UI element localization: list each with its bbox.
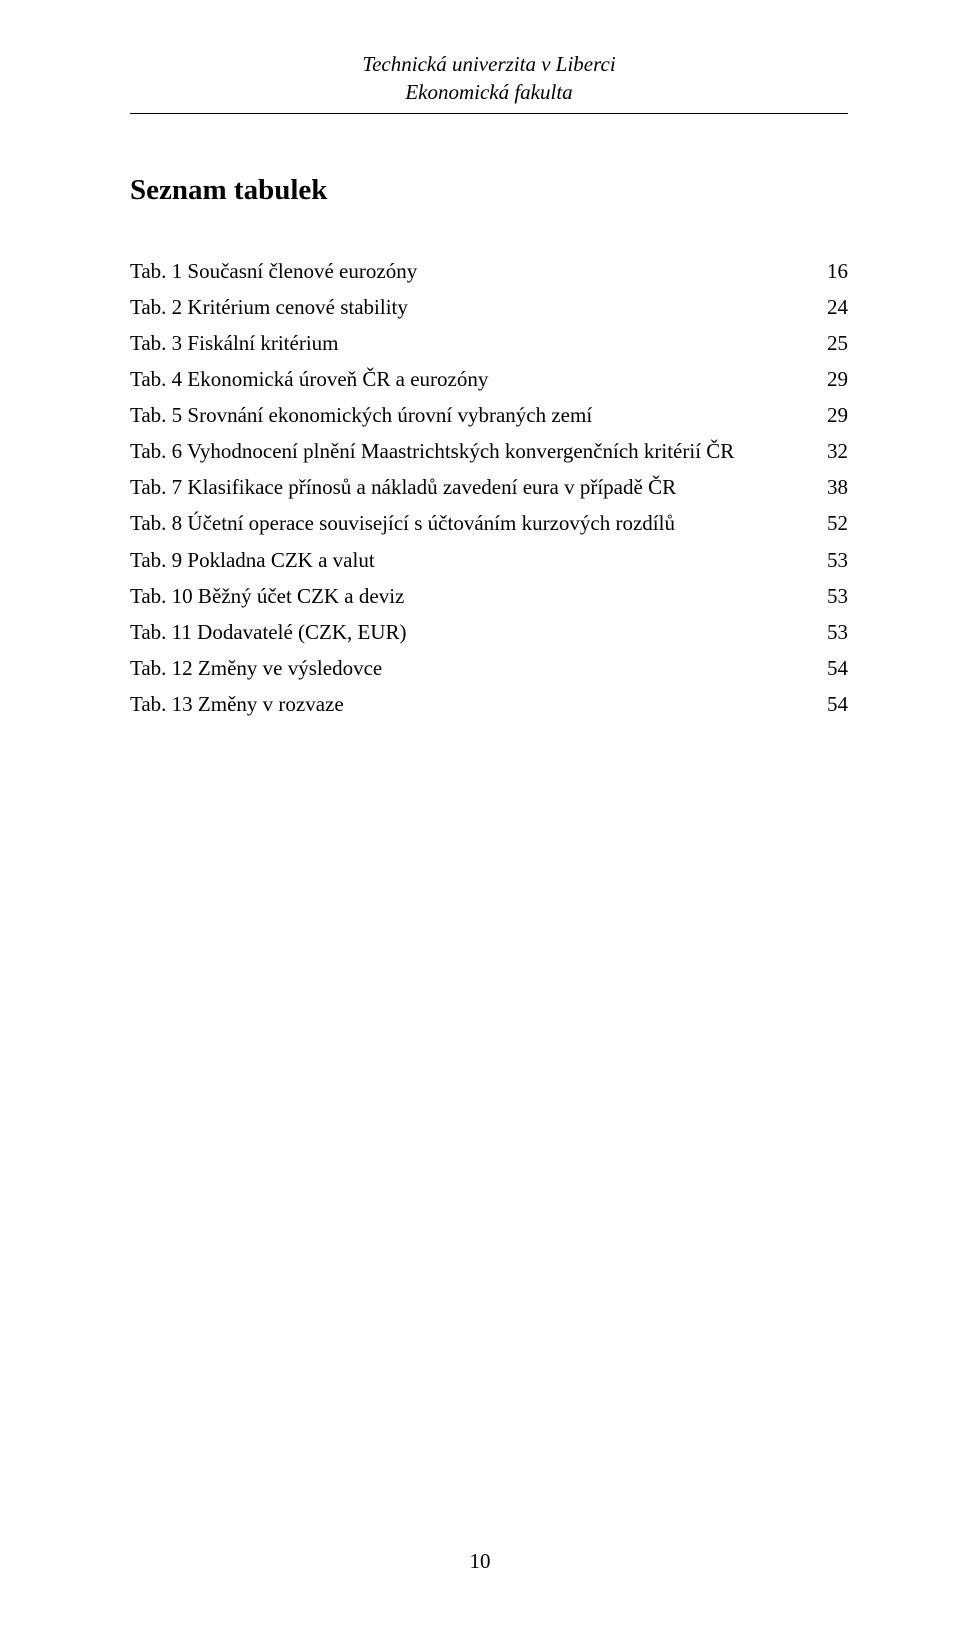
page-header: Technická univerzita v Liberci Ekonomick… <box>130 50 848 107</box>
toc-entry-label: Tab. 10 Běžný účet CZK a deviz <box>130 578 404 614</box>
toc-entry: Tab. 3 Fiskální kritérium 25 <box>130 325 848 361</box>
toc-entry-label: Tab. 13 Změny v rozvaze <box>130 686 344 722</box>
toc-entry-label: Tab. 4 Ekonomická úroveň ČR a eurozóny <box>130 361 488 397</box>
toc-entry-label: Tab. 5 Srovnání ekonomických úrovní vybr… <box>130 397 592 433</box>
toc-entry-label: Tab. 12 Změny ve výsledovce <box>130 650 382 686</box>
toc-entry-page: 32 <box>827 433 848 469</box>
toc-entry: Tab. 6 Vyhodnocení plnění Maastrichtskýc… <box>130 433 848 469</box>
page-container: Technická univerzita v Liberci Ekonomick… <box>0 0 960 1640</box>
section-title: Seznam tabulek <box>130 174 848 207</box>
toc-entry-page: 53 <box>827 578 848 614</box>
toc-entry: Tab. 4 Ekonomická úroveň ČR a eurozóny 2… <box>130 361 848 397</box>
toc-entry-page: 54 <box>827 686 848 722</box>
toc-entry-label: Tab. 6 Vyhodnocení plnění Maastrichtskýc… <box>130 433 734 469</box>
toc-entry-label: Tab. 7 Klasifikace přínosů a nákladů zav… <box>130 469 676 505</box>
toc-entry-label: Tab. 9 Pokladna CZK a valut <box>130 542 375 578</box>
toc-entry: Tab. 11 Dodavatelé (CZK, EUR) 53 <box>130 614 848 650</box>
toc-entry-label: Tab. 1 Současní členové eurozóny <box>130 253 417 289</box>
toc-entry: Tab. 7 Klasifikace přínosů a nákladů zav… <box>130 469 848 505</box>
toc-entry-label: Tab. 3 Fiskální kritérium <box>130 325 339 361</box>
table-of-tables: Tab. 1 Současní členové eurozóny 16 Tab.… <box>130 253 848 722</box>
toc-entry-page: 52 <box>827 505 848 541</box>
toc-entry-label: Tab. 2 Kritérium cenové stability <box>130 289 408 325</box>
header-line-2: Ekonomická fakulta <box>130 78 848 106</box>
toc-entry-page: 29 <box>827 361 848 397</box>
toc-entry: Tab. 5 Srovnání ekonomických úrovní vybr… <box>130 397 848 433</box>
toc-entry: Tab. 13 Změny v rozvaze 54 <box>130 686 848 722</box>
toc-entry-label: Tab. 11 Dodavatelé (CZK, EUR) <box>130 614 407 650</box>
header-line-1: Technická univerzita v Liberci <box>130 50 848 78</box>
toc-entry-page: 53 <box>827 614 848 650</box>
toc-entry-label: Tab. 8 Účetní operace související s účto… <box>130 505 675 541</box>
page-number: 10 <box>0 1549 960 1574</box>
toc-entry-page: 16 <box>827 253 848 289</box>
toc-entry-page: 25 <box>827 325 848 361</box>
toc-entry: Tab. 2 Kritérium cenové stability 24 <box>130 289 848 325</box>
toc-entry: Tab. 1 Současní členové eurozóny 16 <box>130 253 848 289</box>
toc-entry-page: 24 <box>827 289 848 325</box>
toc-entry: Tab. 10 Běžný účet CZK a deviz 53 <box>130 578 848 614</box>
toc-entry-page: 54 <box>827 650 848 686</box>
toc-entry: Tab. 8 Účetní operace související s účto… <box>130 505 848 541</box>
toc-entry-page: 53 <box>827 542 848 578</box>
toc-entry: Tab. 12 Změny ve výsledovce 54 <box>130 650 848 686</box>
toc-entry-page: 38 <box>827 469 848 505</box>
toc-entry-page: 29 <box>827 397 848 433</box>
toc-entry: Tab. 9 Pokladna CZK a valut 53 <box>130 542 848 578</box>
header-rule <box>130 113 848 114</box>
